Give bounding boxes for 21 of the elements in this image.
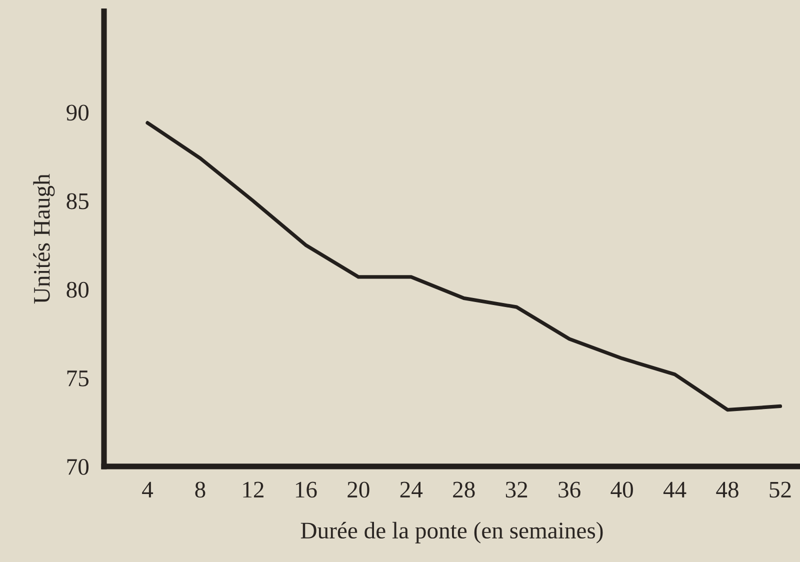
x-tick-label: 20	[348, 482, 370, 498]
y-tick-label: 75	[67, 370, 88, 386]
y-tick-label: 70	[67, 458, 89, 475]
y-tick-label: 80	[66, 282, 89, 298]
x-tick-label: 8	[195, 482, 206, 498]
x-tick-label: 32	[506, 482, 528, 498]
x-tick-label: 4	[142, 482, 154, 498]
x-tick-label: 52	[770, 482, 791, 498]
x-tick-label: 40	[610, 482, 633, 498]
line-series	[146, 121, 782, 412]
x-axis-title: Durée de la ponte (en semaines)	[300, 522, 603, 544]
x-tick-label: 44	[663, 482, 686, 498]
x-tick-label: 36	[558, 482, 580, 498]
x-tick-label: 48	[716, 482, 738, 498]
x-tick-label: 12	[243, 482, 264, 498]
y-axis-title: Unités Haugh	[33, 174, 55, 304]
x-tick-label: 16	[296, 482, 317, 498]
y-tick-label: 90	[66, 104, 89, 121]
y-tick-label: 85	[66, 193, 88, 210]
x-tick-label: 28	[453, 482, 475, 498]
x-tick-label: 24	[400, 482, 423, 498]
